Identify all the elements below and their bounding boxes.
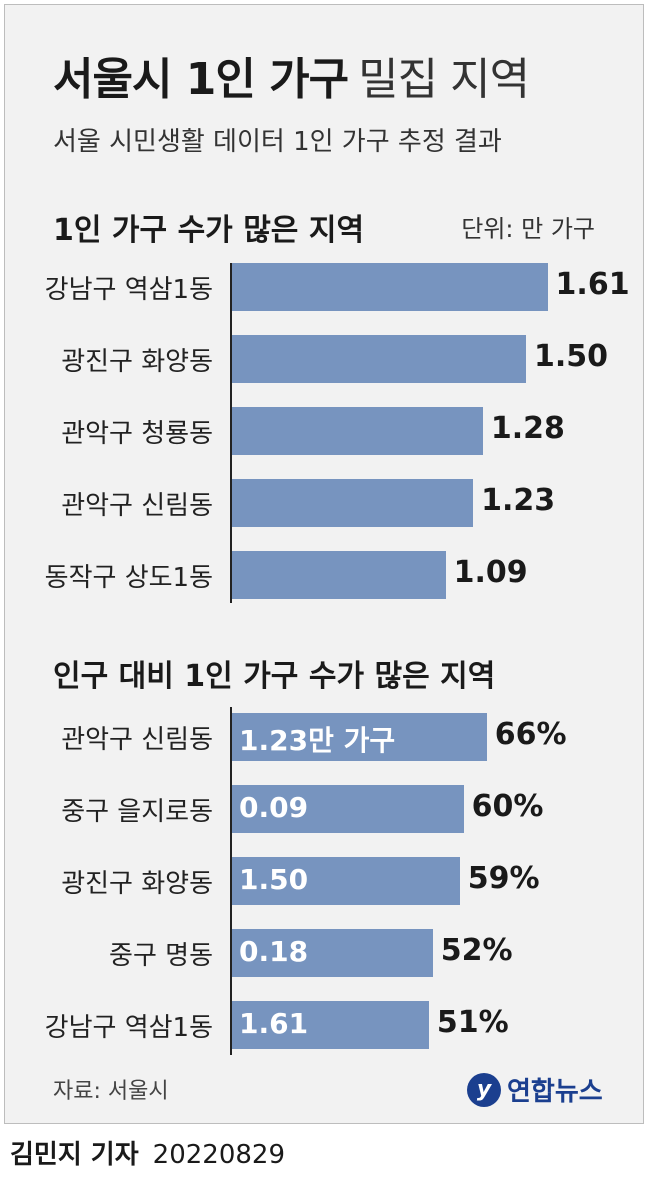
title-suffix: 밀집 지역 <box>358 54 530 105</box>
title-main-text: 서울시 1인 가구 <box>53 54 349 105</box>
chart1-category-label: 관악구 신림동 <box>61 491 213 521</box>
chart2-category-label: 중구 명동 <box>109 941 213 971</box>
chart1-axis <box>230 263 232 603</box>
chart2-bar-inner-label: 0.09 <box>239 791 309 824</box>
chart1-bar <box>232 551 446 599</box>
chart2-bar <box>232 1001 429 1049</box>
chart2-value-label: 51% <box>436 1005 509 1040</box>
chart2-axis <box>230 707 232 1055</box>
chart1-value-label: 1.50 <box>534 339 609 374</box>
page-title: 서울시 1인 가구 밀집 지역 <box>53 43 530 107</box>
chart2-bar-inner-label: 1.61 <box>239 1007 309 1040</box>
chart2-bar <box>232 857 460 905</box>
yonhap-logo-text: 연합뉴스 <box>507 1077 603 1107</box>
chart1-category-label: 동작구 상도1동 <box>44 563 213 593</box>
chart2-category-label: 강남구 역삼1동 <box>44 1013 213 1043</box>
chart1-bar <box>232 263 548 311</box>
chart1-value-label: 1.23 <box>481 483 556 518</box>
chart2-bar <box>232 785 464 833</box>
infographic-frame: 서울시 1인 가구 밀집 지역 서울 시민생활 데이터 1인 가구 추정 결과 1… <box>4 4 644 1124</box>
chart2-value-label: 60% <box>471 789 544 824</box>
chart2-value-label: 59% <box>467 861 540 896</box>
byline: 김민지 기자 20220829 <box>10 1134 285 1171</box>
byline-name: 김민지 기자 <box>10 1140 139 1170</box>
subtitle: 서울 시민생활 데이터 1인 가구 추정 결과 <box>53 127 502 157</box>
chart2-category-label: 광진구 화양동 <box>61 869 213 899</box>
chart2-category-label: 관악구 신림동 <box>61 725 213 755</box>
chart1-value-label: 1.61 <box>555 267 630 302</box>
byline-date: 20220829 <box>152 1140 285 1170</box>
chart2-value-label: 52% <box>440 933 513 968</box>
chart1-bar <box>232 479 474 527</box>
chart1-bar <box>232 407 483 455</box>
chart1-title: 1인 가구 수가 많은 지역 <box>53 213 365 248</box>
chart2-bar-inner-label: 1.50 <box>239 863 309 896</box>
unit-label: 단위: 만 가구 <box>461 215 595 243</box>
chart2-value-label: 66% <box>494 717 567 752</box>
chart2-bar <box>232 713 487 761</box>
yonhap-logo-icon: y <box>467 1072 501 1107</box>
source-label: 자료: 서울시 <box>53 1079 169 1104</box>
chart1-bar <box>232 335 526 383</box>
yonhap-logo: y 연합뉴스 <box>467 1071 603 1108</box>
chart1-value-label: 1.28 <box>490 411 565 446</box>
chart2-bar-inner-label: 0.18 <box>239 935 309 968</box>
chart2-title: 인구 대비 1인 가구 수가 많은 지역 <box>53 659 496 694</box>
chart1-category-label: 광진구 화양동 <box>61 347 213 377</box>
chart2-bar-inner-label: 1.23만 가구 <box>239 724 396 757</box>
chart1-value-label: 1.09 <box>453 555 528 590</box>
chart1-category-label: 관악구 청룡동 <box>61 419 213 449</box>
chart2-category-label: 중구 을지로동 <box>61 797 213 827</box>
chart1-category-label: 강남구 역삼1동 <box>44 275 213 305</box>
chart2-bar <box>232 929 433 977</box>
